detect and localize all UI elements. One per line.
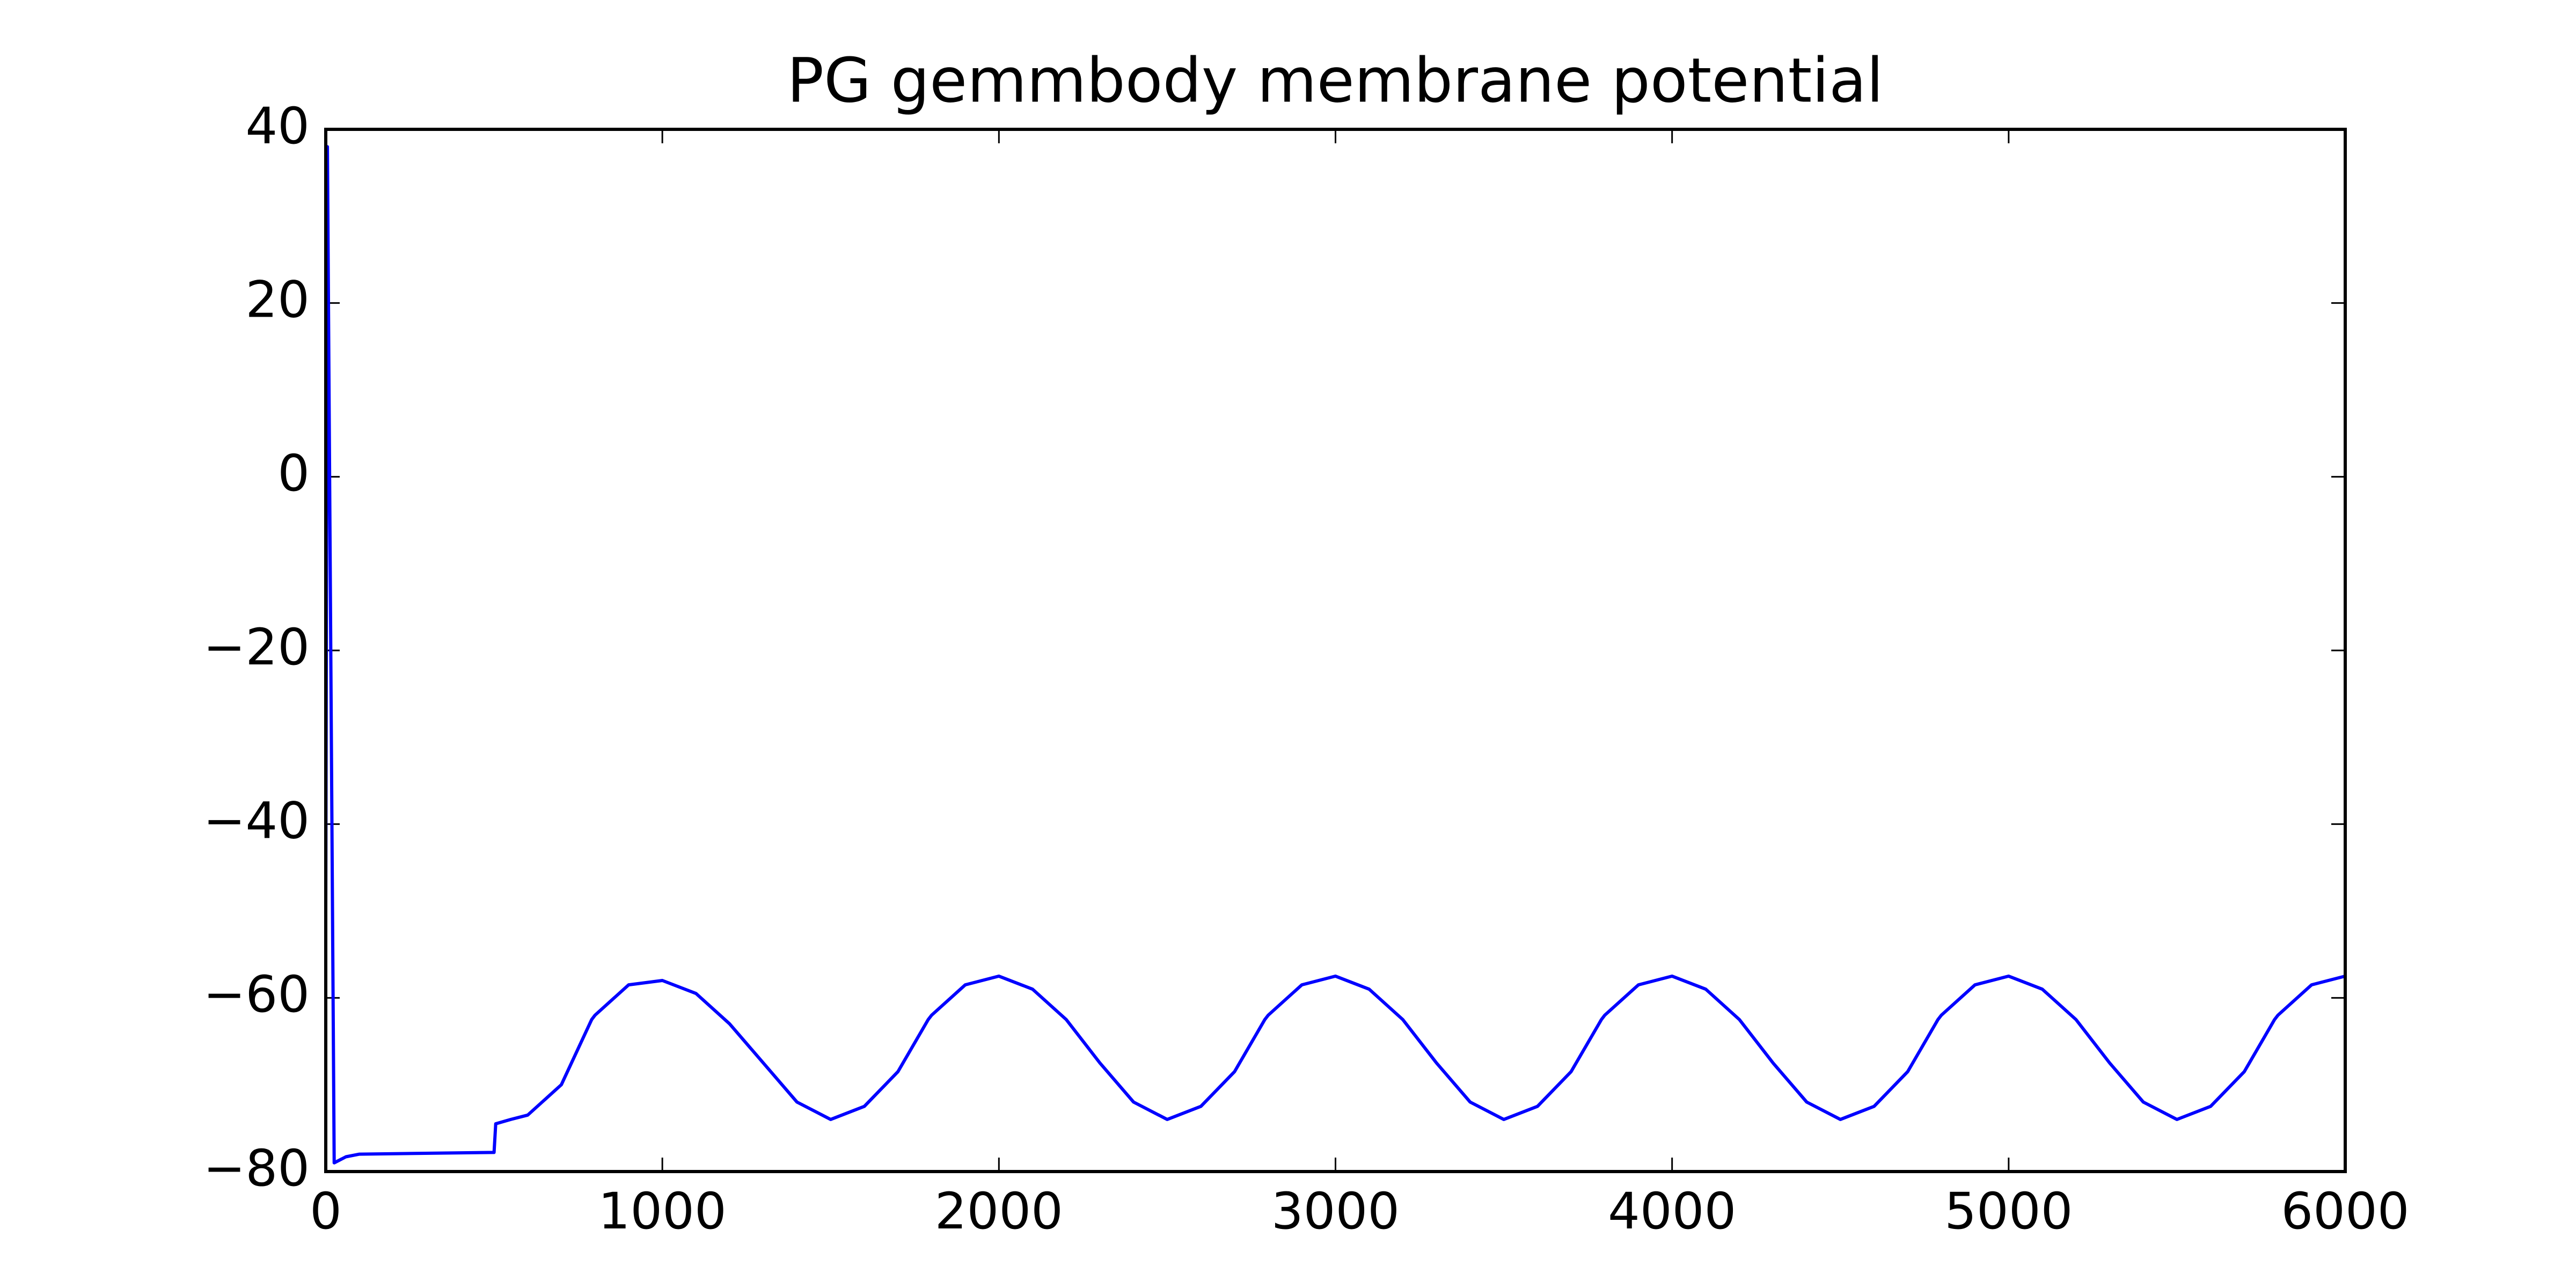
- x-tick-label: 6000: [2281, 1182, 2409, 1241]
- y-tick-label: −80: [203, 1139, 310, 1198]
- x-tick-label: 0: [310, 1182, 342, 1241]
- x-tick-label: 4000: [1608, 1182, 1736, 1241]
- y-tick-label: 0: [277, 444, 310, 503]
- x-tick-label: 3000: [1271, 1182, 1400, 1241]
- y-tick-label: 20: [245, 271, 310, 330]
- x-tick-label: 5000: [1944, 1182, 2073, 1241]
- chart-title: PG gemmbody membrane potential: [787, 45, 1883, 116]
- x-tick-label: 1000: [598, 1182, 727, 1241]
- y-tick-label: −40: [203, 792, 310, 851]
- y-tick-label: −60: [203, 965, 310, 1024]
- x-tick-label: 2000: [935, 1182, 1063, 1241]
- y-tick-label: −20: [203, 618, 310, 677]
- plot-frame: [324, 128, 2347, 1173]
- y-tick-label: 40: [245, 97, 310, 156]
- line-series: [324, 145, 2346, 1165]
